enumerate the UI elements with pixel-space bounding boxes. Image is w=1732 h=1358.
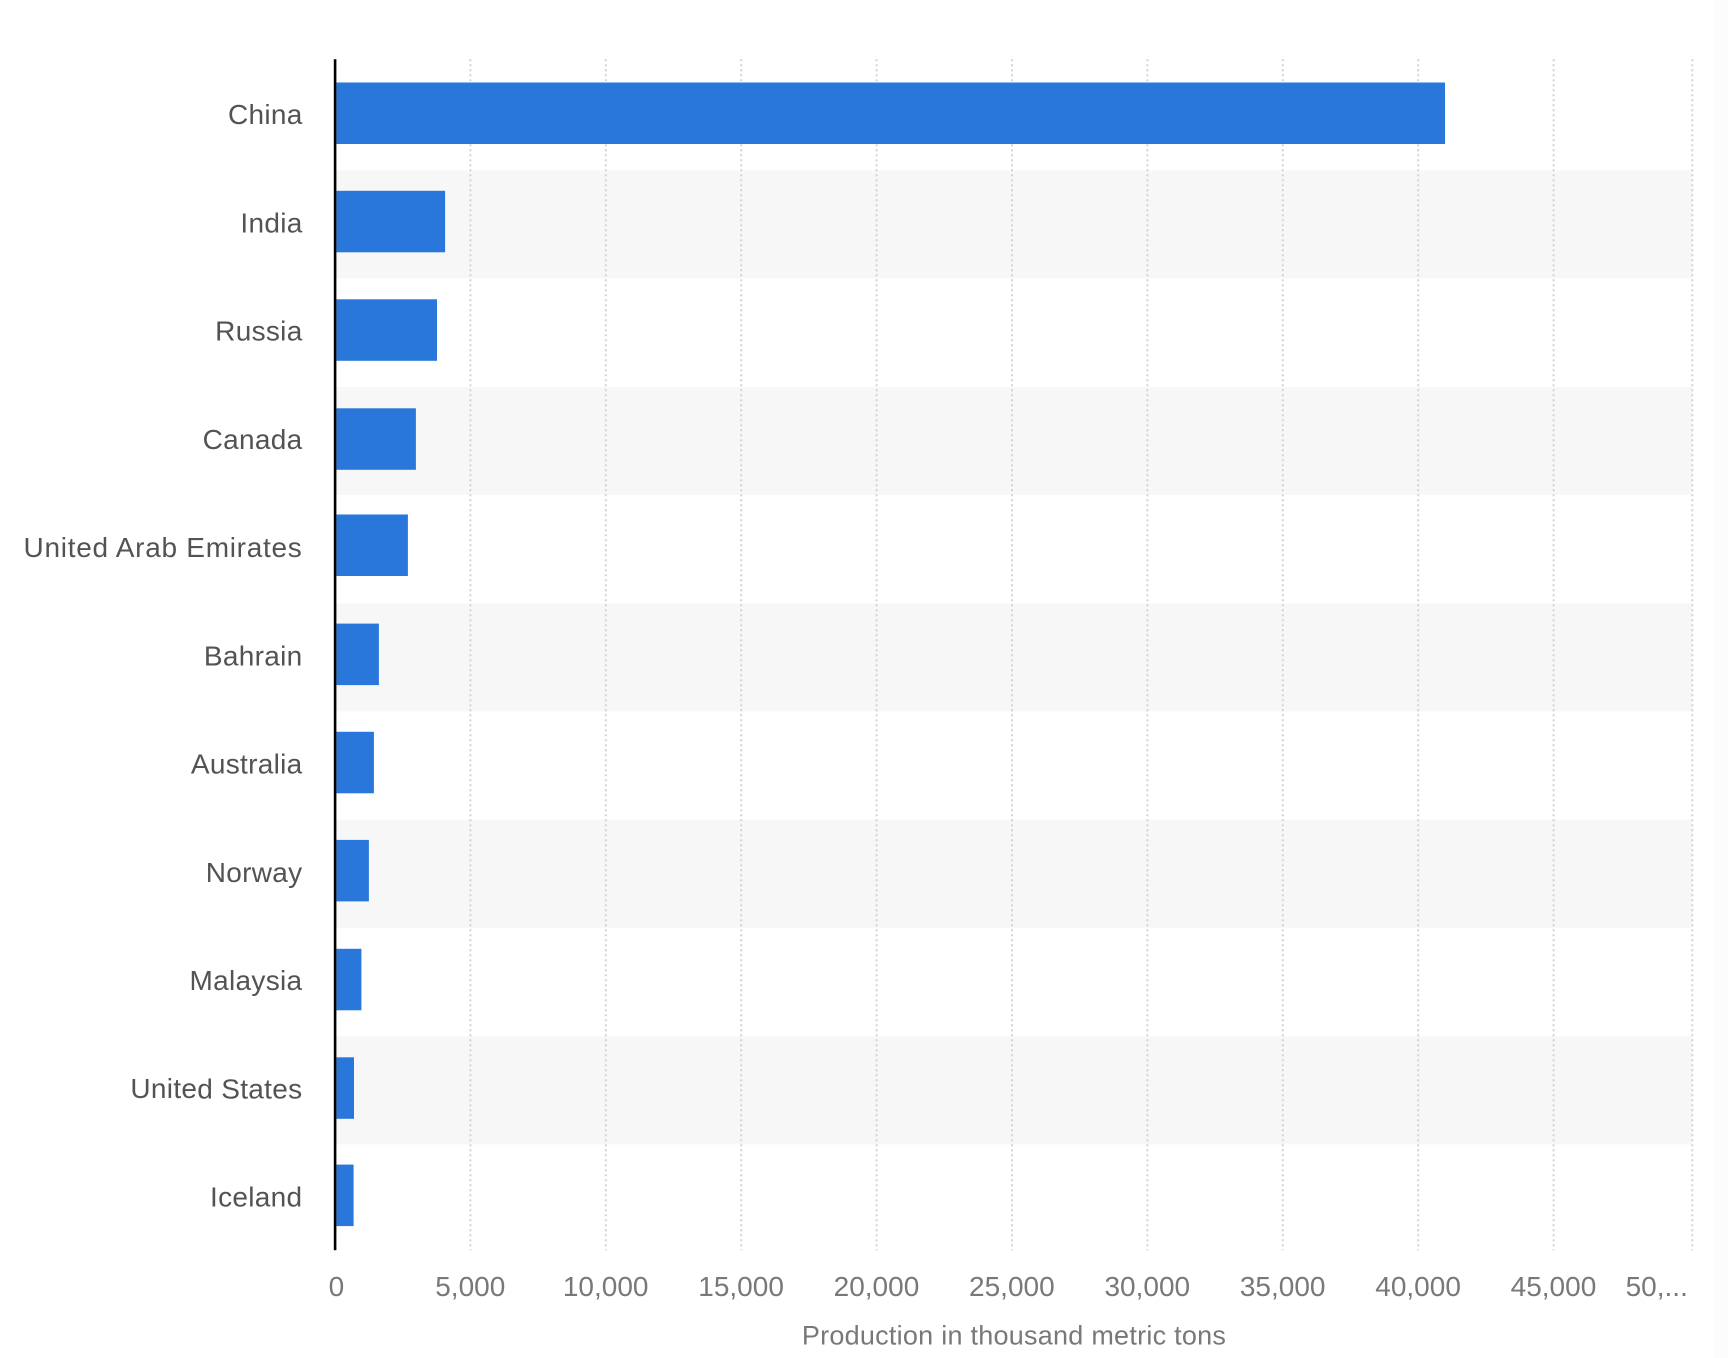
svg-text:0: 0 [329,1271,345,1302]
svg-text:Iceland: Iceland [210,1181,302,1212]
svg-text:United States: United States [130,1073,302,1104]
svg-text:China: China [228,99,303,130]
svg-text:10,000: 10,000 [563,1271,649,1302]
svg-text:30,000: 30,000 [1104,1271,1190,1302]
svg-text:Production in thousand metric: Production in thousand metric tons [802,1320,1226,1350]
svg-text:Malaysia: Malaysia [190,965,303,996]
svg-text:Canada: Canada [203,424,303,455]
svg-text:Russia: Russia [215,315,303,346]
svg-text:25,000: 25,000 [969,1271,1055,1302]
svg-text:15,000: 15,000 [698,1271,784,1302]
svg-text:Norway: Norway [206,857,303,888]
svg-text:40,000: 40,000 [1375,1271,1461,1302]
svg-text:50,...: 50,... [1626,1271,1688,1302]
svg-text:Australia: Australia [191,748,303,779]
svg-text:India: India [240,207,302,238]
svg-text:35,000: 35,000 [1240,1271,1326,1302]
svg-text:5,000: 5,000 [435,1271,505,1302]
svg-text:Bahrain: Bahrain [204,640,303,671]
svg-text:20,000: 20,000 [834,1271,920,1302]
svg-text:United Arab Emirates: United Arab Emirates [24,532,303,563]
svg-text:45,000: 45,000 [1511,1271,1597,1302]
